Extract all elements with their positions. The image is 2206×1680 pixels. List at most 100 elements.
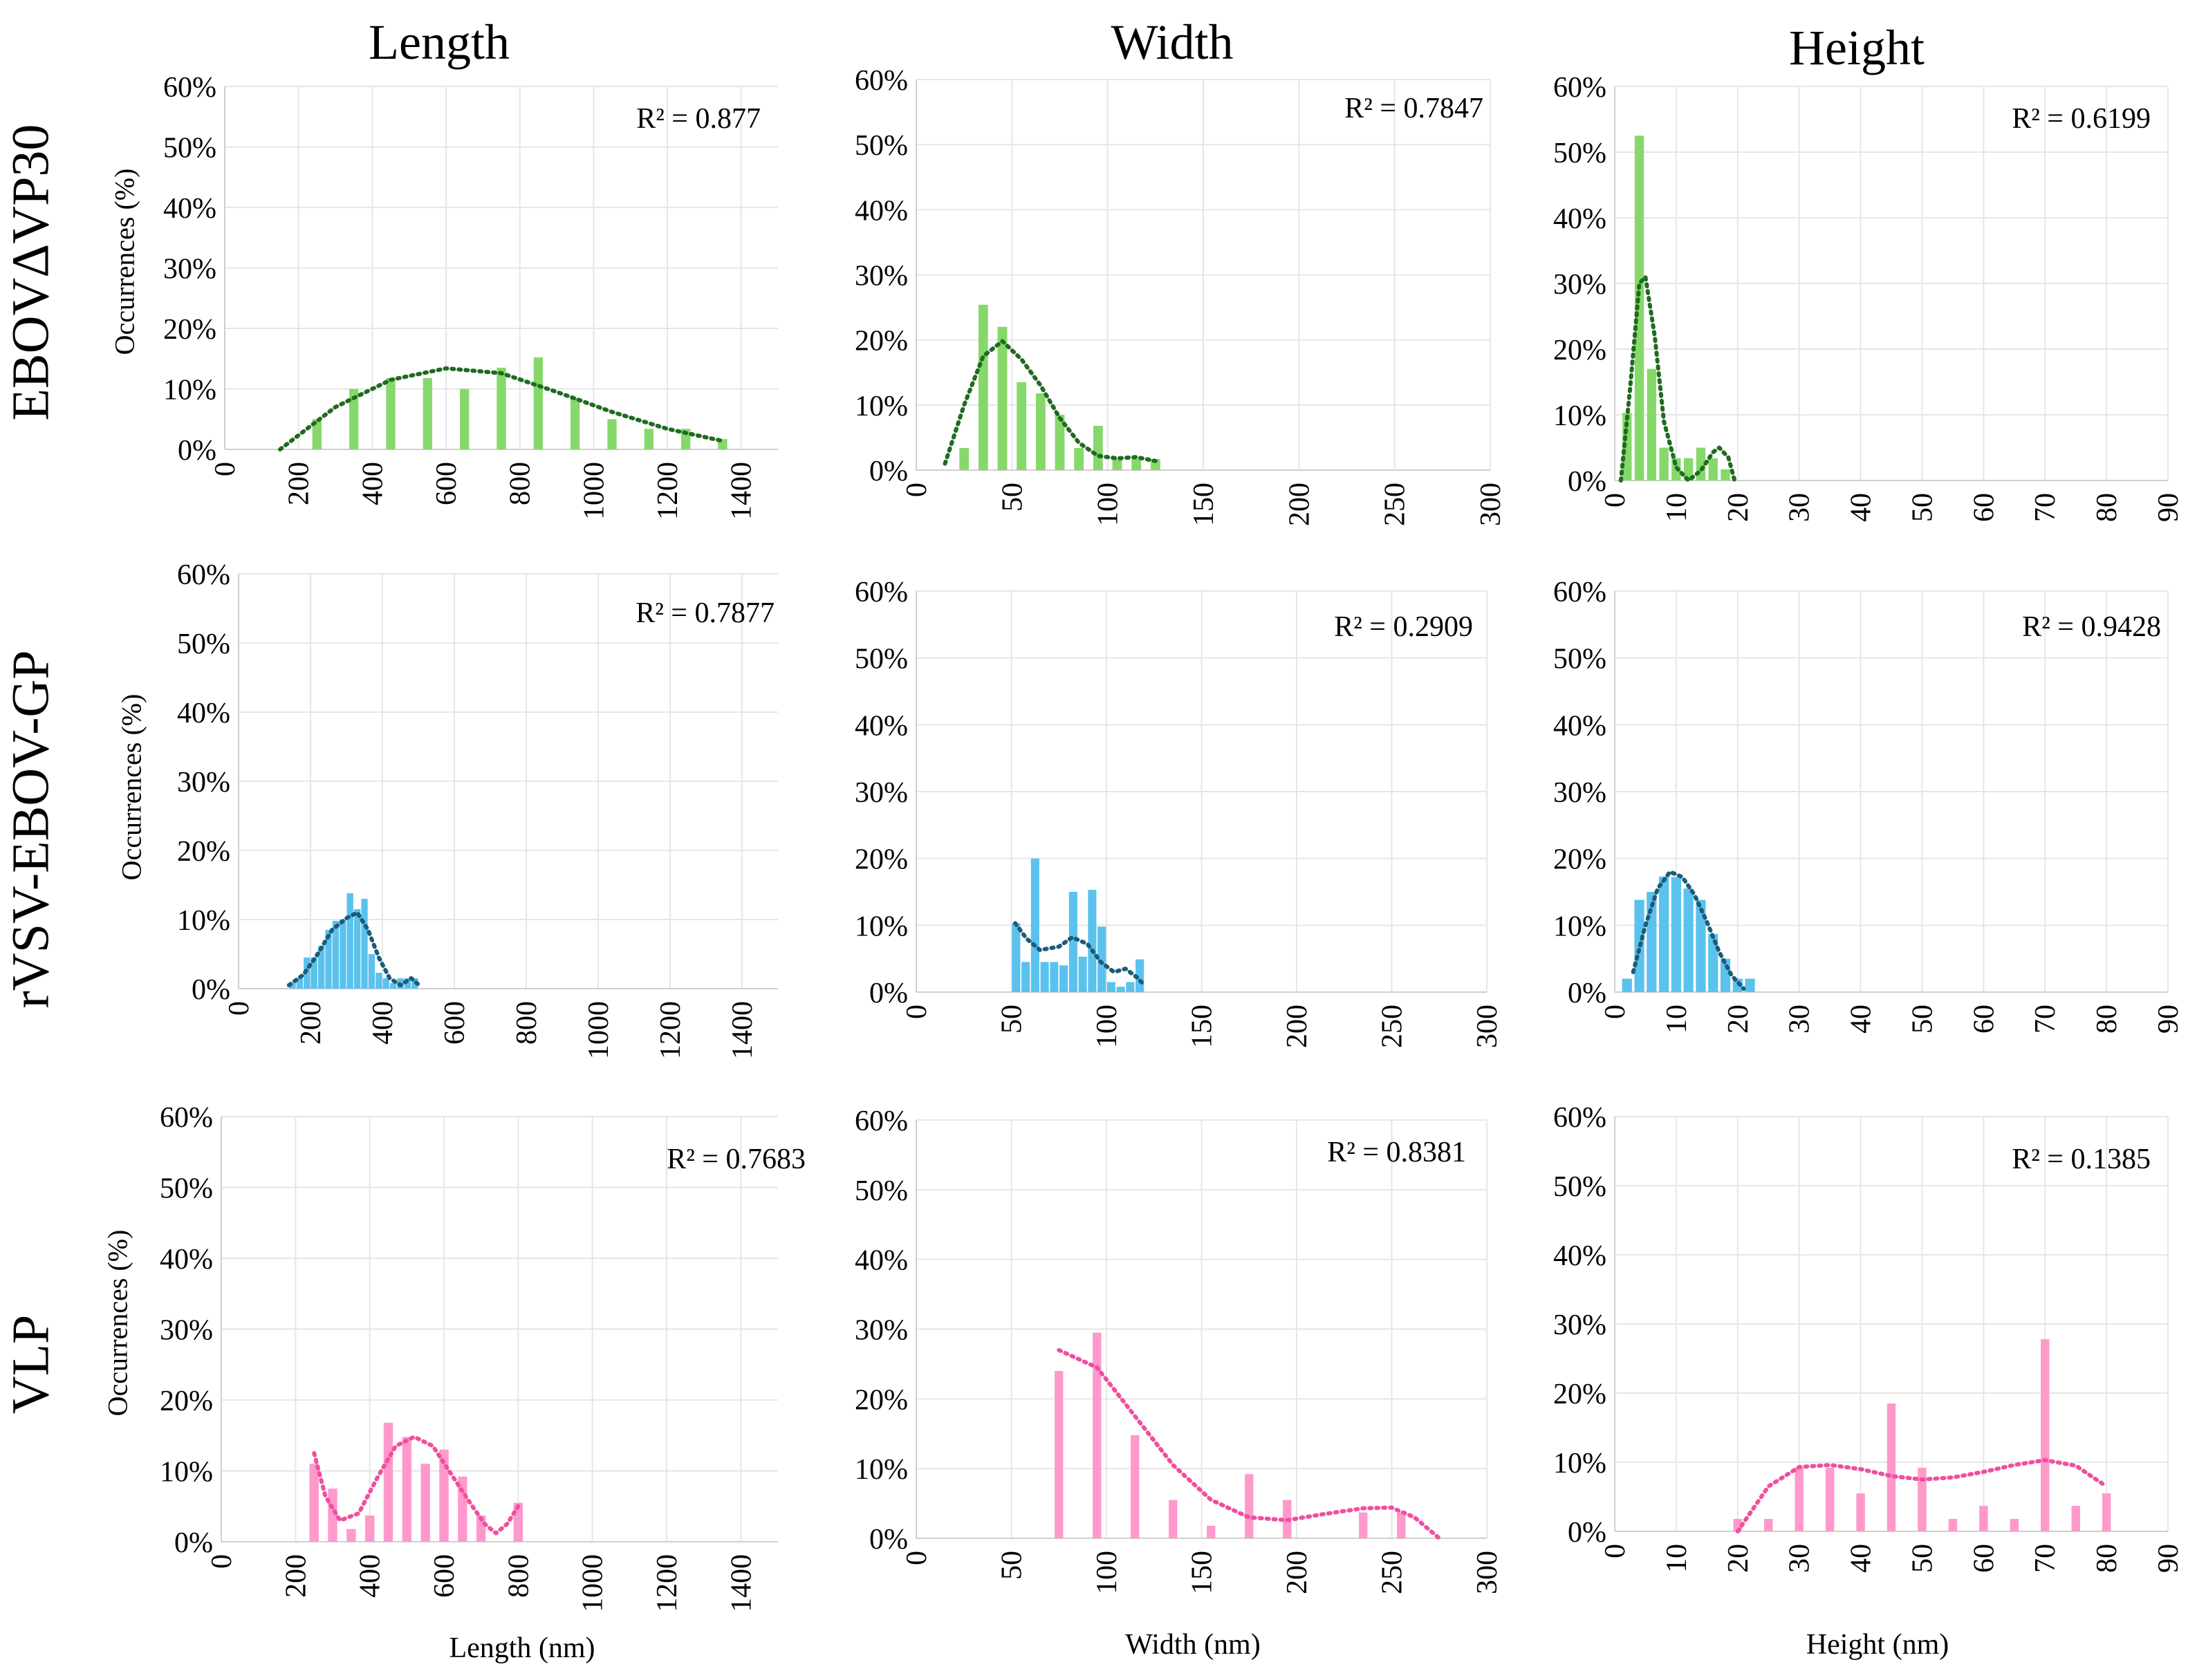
bar	[332, 921, 340, 989]
x-tick-label: 400	[355, 1554, 387, 1598]
y-tick-label: 30%	[1553, 777, 1606, 809]
y-tick-label: 0%	[869, 456, 908, 487]
bar	[460, 389, 470, 449]
y-tick-label: 20%	[855, 1384, 908, 1416]
y-tick-label: 30%	[855, 261, 908, 292]
bar	[420, 1464, 430, 1542]
bar	[1634, 136, 1644, 480]
bar	[1721, 469, 1730, 480]
bar	[340, 920, 346, 989]
x-tick-label: 200	[280, 1554, 312, 1598]
bar	[386, 377, 396, 449]
bar	[1979, 1506, 1988, 1531]
x-tick-label: 150	[1187, 1551, 1218, 1594]
bar	[325, 930, 332, 989]
x-tick-label: 10	[1661, 1544, 1693, 1573]
x-tick-label: 70	[2030, 1544, 2061, 1573]
x-tick-label: 250	[1377, 1005, 1409, 1048]
y-tick-label: 0%	[1568, 466, 1606, 498]
x-tick-label: 200	[1283, 483, 1315, 526]
y-tick-label: 40%	[855, 195, 908, 227]
bar	[1825, 1468, 1835, 1531]
bar	[310, 958, 317, 989]
y-tick-label: 60%	[1553, 1102, 1606, 1134]
x-tick-label: 20	[1723, 1544, 1754, 1573]
y-tick-label: 10%	[855, 391, 908, 422]
r-squared-label: R² = 0.6199	[2012, 103, 2151, 135]
bar	[1055, 1371, 1064, 1538]
r-squared-label: R² = 0.7877	[636, 597, 775, 629]
x-tick-label: 600	[439, 1001, 471, 1045]
y-tick-label: 60%	[855, 65, 908, 97]
y-tick-label: 20%	[160, 1385, 213, 1417]
y-tick-label: 20%	[1553, 335, 1606, 366]
y-tick-label: 40%	[160, 1244, 213, 1276]
x-tick-label: 0	[206, 1554, 238, 1569]
y-tick-label: 30%	[177, 767, 230, 799]
x-tick-label: 1000	[577, 1554, 609, 1612]
bar	[1131, 458, 1142, 470]
y-tick-label: 40%	[1553, 710, 1606, 742]
x-tick-label: 50	[1907, 1544, 1938, 1573]
bar	[1359, 1512, 1368, 1538]
x-tick-label: 40	[1846, 1544, 1878, 1573]
bar	[1207, 1525, 1216, 1538]
x-tick-label: 60	[1968, 493, 2000, 522]
bar	[1622, 978, 1632, 992]
bar	[1684, 458, 1694, 480]
bar	[607, 419, 617, 449]
x-tick-label: 200	[284, 462, 315, 505]
y-tick-label: 40%	[855, 710, 908, 742]
y-tick-label: 60%	[160, 1102, 213, 1134]
chart-vlp-length: 0% 10% 20% 30% 40% 50% 60% 0 200 400 600 800 1000 120…	[160, 1102, 806, 1612]
x-tick-label: 150	[1187, 1005, 1218, 1048]
y-tick-label: 20%	[163, 314, 216, 346]
y-tick-label: 10%	[1553, 1448, 1606, 1480]
x-tick-label: 60	[1968, 1544, 2000, 1573]
x-tick-label: 400	[367, 1001, 399, 1045]
bar	[644, 429, 654, 449]
x-tick-label: 0	[901, 1005, 933, 1019]
bar	[1795, 1468, 1804, 1531]
bar	[571, 398, 580, 449]
bar	[1169, 1500, 1178, 1538]
bar	[1097, 926, 1106, 992]
bar	[1659, 876, 1669, 992]
x-tick-label: 1200	[652, 462, 684, 520]
x-tick-label: 30	[1784, 493, 1816, 522]
column-title-height: Height	[1789, 20, 1925, 75]
bar	[1671, 877, 1681, 992]
bar	[289, 983, 296, 989]
x-tick-label: 250	[1377, 1551, 1409, 1594]
bar	[2071, 1506, 2080, 1531]
y-tick-label: 0%	[869, 978, 908, 1009]
bar	[312, 419, 322, 449]
y-tick-label: 0%	[174, 1527, 213, 1559]
bar	[346, 1529, 356, 1542]
x-tick-label: 90	[2153, 1544, 2185, 1573]
y-tick-label: 40%	[1553, 1240, 1606, 1272]
x-tick-label: 300	[1472, 1551, 1503, 1594]
y-tick-label: 50%	[855, 130, 908, 162]
trend-line	[286, 911, 420, 987]
x-tick-label: 200	[1281, 1005, 1313, 1048]
column-title-width: Width	[1111, 15, 1234, 70]
bar	[1035, 393, 1046, 470]
y-tick-label: 30%	[855, 1315, 908, 1347]
y-tick-label: 50%	[855, 1175, 908, 1207]
x-tick-label: 100	[1091, 1551, 1123, 1594]
bar	[1088, 890, 1097, 992]
y-tick-label: 60%	[177, 559, 230, 591]
x-tick-label: 80	[2091, 1005, 2123, 1034]
bar	[1745, 978, 1755, 992]
x-tick-label: 1200	[655, 1001, 687, 1059]
y-tick-label: 60%	[855, 1105, 908, 1137]
bar	[1245, 1474, 1254, 1538]
x-tick-label: 100	[1093, 483, 1124, 526]
y-tick-label: 10%	[855, 1454, 908, 1486]
x-tick-label: 1400	[726, 462, 758, 520]
y-tick-label: 20%	[855, 844, 908, 876]
bar	[1021, 962, 1030, 992]
y-tick-label: 60%	[1553, 577, 1606, 608]
y-tick-label: 0%	[192, 974, 230, 1006]
